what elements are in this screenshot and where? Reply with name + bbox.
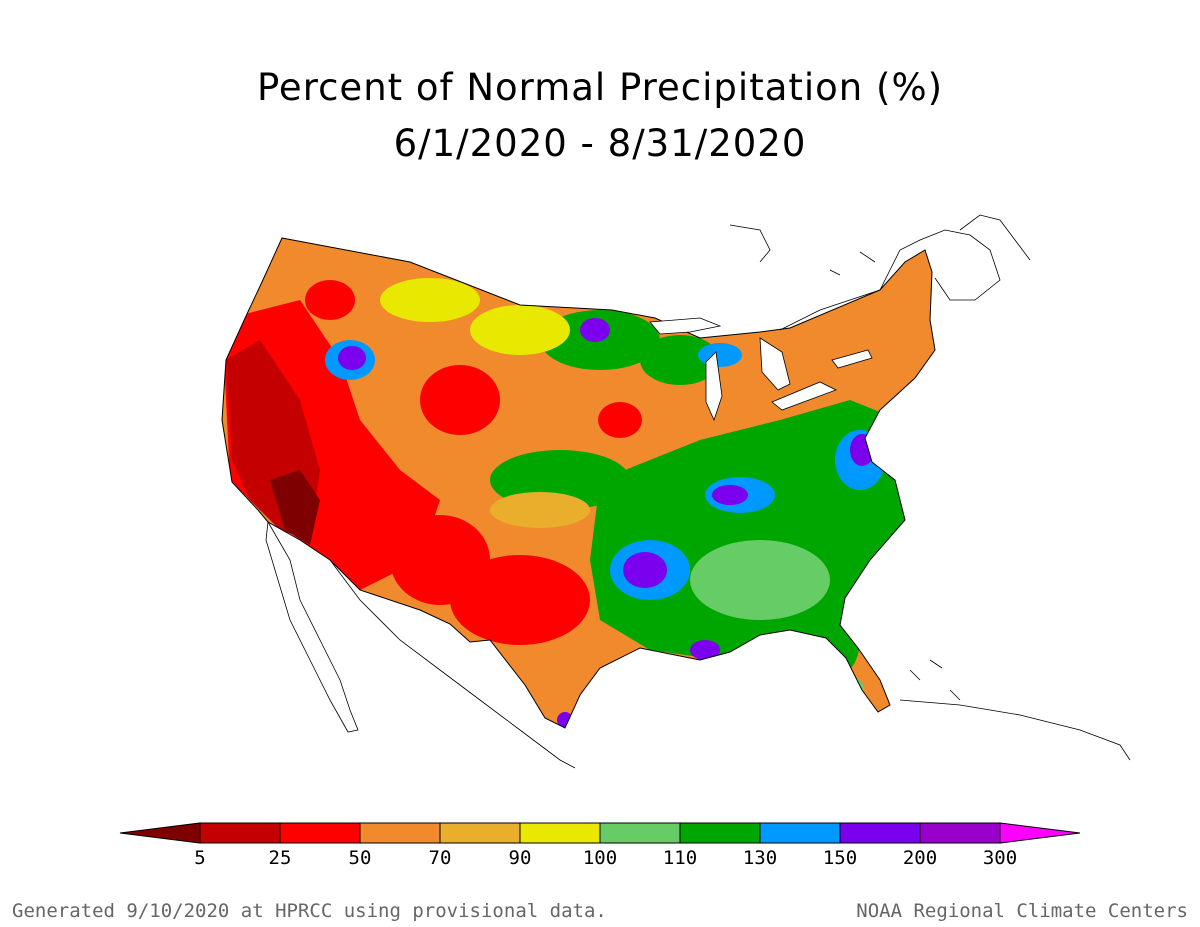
new-mexico-red-region xyxy=(390,515,490,605)
oklahoma-orange-region xyxy=(490,492,590,528)
southern-california-maroon-region xyxy=(270,470,320,545)
louisiana-purple-region xyxy=(690,640,720,660)
colorbar-tick-label: 150 xyxy=(823,847,857,869)
dakotas-yellow-region xyxy=(470,305,570,355)
kentucky-purple-region xyxy=(712,485,748,505)
newfoundland-outline xyxy=(959,214,1031,261)
canada-islands-outline xyxy=(729,224,876,276)
mexico-mainland-outline xyxy=(329,559,576,769)
minnesota-purple-region xyxy=(580,318,610,342)
lake-michigan xyxy=(705,351,723,422)
florida-lightgreen-region xyxy=(836,676,864,704)
colorbar-bin xyxy=(999,822,1081,844)
arkansas-purple-region xyxy=(623,552,667,588)
lake-ontario xyxy=(831,349,873,369)
colorbar-bin xyxy=(919,822,1001,844)
cuba-outline xyxy=(899,699,1131,761)
colorbar-bin xyxy=(439,822,521,844)
iowa-red-region xyxy=(598,402,642,438)
michigan-blue-region xyxy=(698,343,742,367)
wisconsin-green-region xyxy=(640,335,720,385)
colorbar-bin xyxy=(119,822,201,844)
lake-erie xyxy=(771,381,838,411)
generated-note: Generated 9/10/2020 at HPRCC using provi… xyxy=(12,900,607,922)
map-landmass xyxy=(222,238,935,728)
bahamas-outline xyxy=(909,659,961,701)
baja-california-outline xyxy=(265,520,359,733)
colorbar-bin xyxy=(599,822,681,844)
map-date-range: 6/1/2020 - 8/31/2020 xyxy=(393,122,807,165)
virginia-purple-region xyxy=(850,434,874,466)
colorbar-bin xyxy=(279,822,361,844)
wyoming-red-region xyxy=(420,365,500,435)
colorbar-bin xyxy=(359,822,441,844)
colorbar-tick-label: 70 xyxy=(429,847,452,869)
colorbar-tick-label: 50 xyxy=(349,847,372,869)
lake-superior xyxy=(649,317,722,335)
southeast-lightgreen-region xyxy=(690,540,830,620)
eastern-canada-outline xyxy=(779,229,1001,331)
colorbar-bin xyxy=(839,822,921,844)
colorbar-tick-label: 300 xyxy=(983,847,1017,869)
precipitation-map xyxy=(221,214,1131,769)
colorbar-bin xyxy=(199,822,281,844)
colorbar-tick-label: 110 xyxy=(663,847,697,869)
colorbar-bin xyxy=(679,822,761,844)
precipitation-colorbar: 5 25 50 70 90 100 110 130 150 200 300 xyxy=(119,822,1081,869)
colorbar-tick-label: 100 xyxy=(583,847,617,869)
lake-huron xyxy=(759,337,791,391)
colorbar-bin xyxy=(759,822,841,844)
colorbar-tick-label: 130 xyxy=(743,847,777,869)
source-credit: NOAA Regional Climate Centers xyxy=(856,900,1188,922)
pacific-northwest-red-region xyxy=(305,280,355,320)
colorbar-tick-label: 200 xyxy=(903,847,937,869)
colorbar-bin xyxy=(519,822,601,844)
colorbar-tick-label: 25 xyxy=(269,847,292,869)
colorbar-tick-label: 5 xyxy=(194,847,205,869)
idaho-purple-region xyxy=(338,346,366,370)
colorbar-tick-label: 90 xyxy=(509,847,532,869)
map-title: Percent of Normal Precipitation (%) xyxy=(256,66,944,109)
montana-yellow-region xyxy=(380,278,480,322)
